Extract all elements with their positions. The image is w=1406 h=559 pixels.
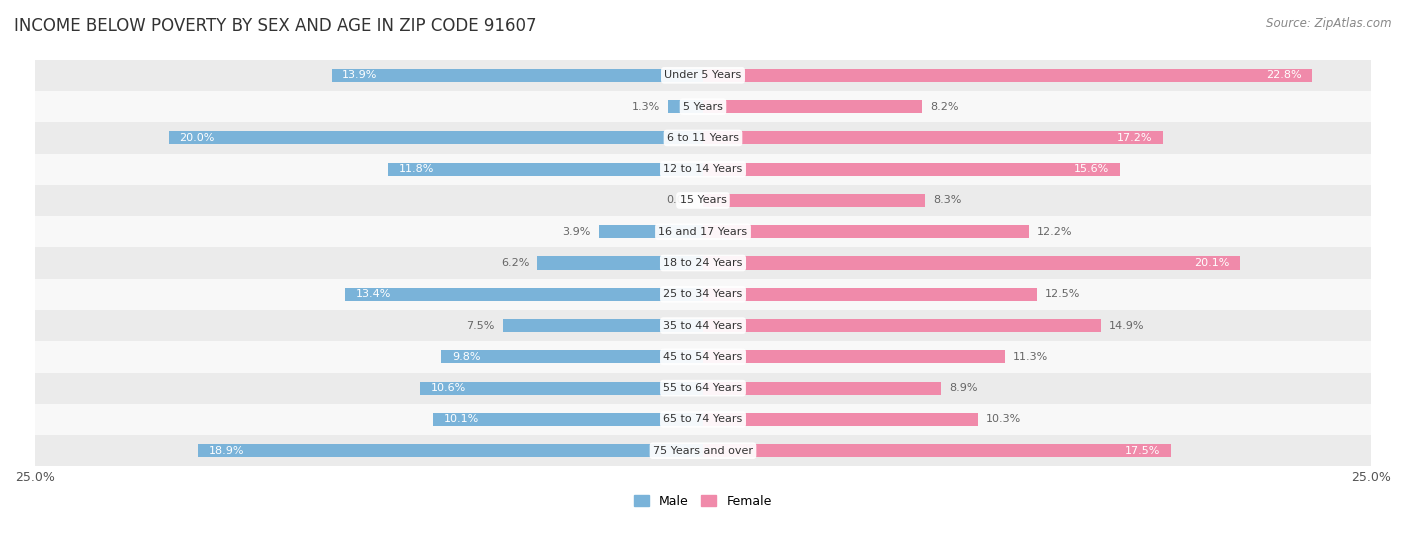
Text: 12.2%: 12.2% <box>1038 227 1073 237</box>
Bar <box>703 225 1029 238</box>
Text: 11.8%: 11.8% <box>398 164 433 174</box>
Text: 15 Years: 15 Years <box>679 196 727 206</box>
Bar <box>703 319 1101 332</box>
Bar <box>703 69 1312 82</box>
Text: 13.4%: 13.4% <box>356 290 391 299</box>
Text: 5 Years: 5 Years <box>683 102 723 112</box>
Text: 17.5%: 17.5% <box>1125 446 1160 456</box>
Bar <box>502 319 703 332</box>
Text: INCOME BELOW POVERTY BY SEX AND AGE IN ZIP CODE 91607: INCOME BELOW POVERTY BY SEX AND AGE IN Z… <box>14 17 537 35</box>
Text: 1.3%: 1.3% <box>631 102 661 112</box>
Text: 15.6%: 15.6% <box>1074 164 1109 174</box>
Bar <box>35 404 1371 435</box>
Text: 18.9%: 18.9% <box>208 446 245 456</box>
Bar <box>433 413 703 426</box>
Bar <box>703 350 1005 363</box>
Bar <box>169 131 703 144</box>
Bar <box>35 279 1371 310</box>
Text: 12.5%: 12.5% <box>1045 290 1080 299</box>
Bar <box>35 122 1371 154</box>
Text: 12 to 14 Years: 12 to 14 Years <box>664 164 742 174</box>
Bar <box>599 225 703 238</box>
Bar <box>703 257 1240 269</box>
Bar <box>703 288 1038 301</box>
Text: 45 to 54 Years: 45 to 54 Years <box>664 352 742 362</box>
Text: 6.2%: 6.2% <box>501 258 529 268</box>
Bar <box>35 216 1371 248</box>
Text: 65 to 74 Years: 65 to 74 Years <box>664 414 742 424</box>
Bar <box>344 288 703 301</box>
Bar <box>703 382 941 395</box>
Text: 14.9%: 14.9% <box>1109 321 1144 330</box>
Bar <box>537 257 703 269</box>
Text: Under 5 Years: Under 5 Years <box>665 70 741 80</box>
Text: 8.3%: 8.3% <box>932 196 962 206</box>
Bar <box>35 248 1371 279</box>
Text: 6 to 11 Years: 6 to 11 Years <box>666 133 740 143</box>
Bar <box>35 60 1371 91</box>
Bar <box>703 194 925 207</box>
Bar <box>703 413 979 426</box>
Text: 10.3%: 10.3% <box>986 414 1022 424</box>
Text: 13.9%: 13.9% <box>342 70 378 80</box>
Bar <box>703 100 922 113</box>
Bar <box>703 163 1119 176</box>
Text: 10.6%: 10.6% <box>430 383 465 393</box>
Text: 11.3%: 11.3% <box>1012 352 1049 362</box>
Text: 0.0%: 0.0% <box>666 196 695 206</box>
Bar <box>198 444 703 457</box>
Bar <box>35 91 1371 122</box>
Text: 22.8%: 22.8% <box>1265 70 1302 80</box>
Text: 20.0%: 20.0% <box>179 133 215 143</box>
Text: 17.2%: 17.2% <box>1116 133 1152 143</box>
Text: 8.9%: 8.9% <box>949 383 977 393</box>
Bar <box>35 341 1371 372</box>
Bar <box>35 310 1371 341</box>
Text: 9.8%: 9.8% <box>451 352 481 362</box>
Text: 16 and 17 Years: 16 and 17 Years <box>658 227 748 237</box>
Bar <box>668 100 703 113</box>
Bar <box>703 131 1163 144</box>
Text: 20.1%: 20.1% <box>1194 258 1229 268</box>
Bar <box>35 154 1371 185</box>
Bar <box>703 444 1171 457</box>
Bar <box>35 435 1371 466</box>
Text: 35 to 44 Years: 35 to 44 Years <box>664 321 742 330</box>
Text: 55 to 64 Years: 55 to 64 Years <box>664 383 742 393</box>
Text: 7.5%: 7.5% <box>467 321 495 330</box>
Text: 18 to 24 Years: 18 to 24 Years <box>664 258 742 268</box>
Bar <box>441 350 703 363</box>
Text: 3.9%: 3.9% <box>562 227 591 237</box>
Bar <box>420 382 703 395</box>
Legend: Male, Female: Male, Female <box>630 490 776 513</box>
Text: Source: ZipAtlas.com: Source: ZipAtlas.com <box>1267 17 1392 30</box>
Text: 75 Years and over: 75 Years and over <box>652 446 754 456</box>
Text: 25 to 34 Years: 25 to 34 Years <box>664 290 742 299</box>
Bar <box>35 185 1371 216</box>
Bar <box>35 372 1371 404</box>
Text: 8.2%: 8.2% <box>931 102 959 112</box>
Text: 10.1%: 10.1% <box>444 414 479 424</box>
Bar <box>332 69 703 82</box>
Bar <box>388 163 703 176</box>
